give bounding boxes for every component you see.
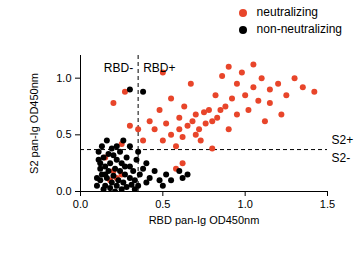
svg-text:1.0: 1.0: [238, 198, 253, 210]
svg-text:S2+: S2+: [332, 133, 354, 147]
html-text:non-neutralizing: non-neutralizing: [256, 22, 342, 36]
svg-text:1.0: 1.0: [56, 72, 71, 84]
svg-text:0.5: 0.5: [155, 198, 170, 210]
svg-text:S2-: S2-: [332, 151, 351, 165]
svg-text:RBD pan-Ig OD450nm: RBD pan-Ig OD450nm: [149, 214, 260, 226]
svg-text:1.5: 1.5: [320, 198, 335, 210]
svg-text:0.0: 0.0: [73, 198, 88, 210]
svg-text:RBD+: RBD+: [143, 61, 175, 75]
svg-text:S2 pan-Ig OD450nm: S2 pan-Ig OD450nm: [28, 73, 40, 174]
svg-text:0.0: 0.0: [56, 185, 71, 197]
html-text:neutralizing: neutralizing: [256, 5, 318, 19]
svg-text:RBD-: RBD-: [104, 61, 133, 75]
svg-text:0.5: 0.5: [56, 128, 71, 140]
